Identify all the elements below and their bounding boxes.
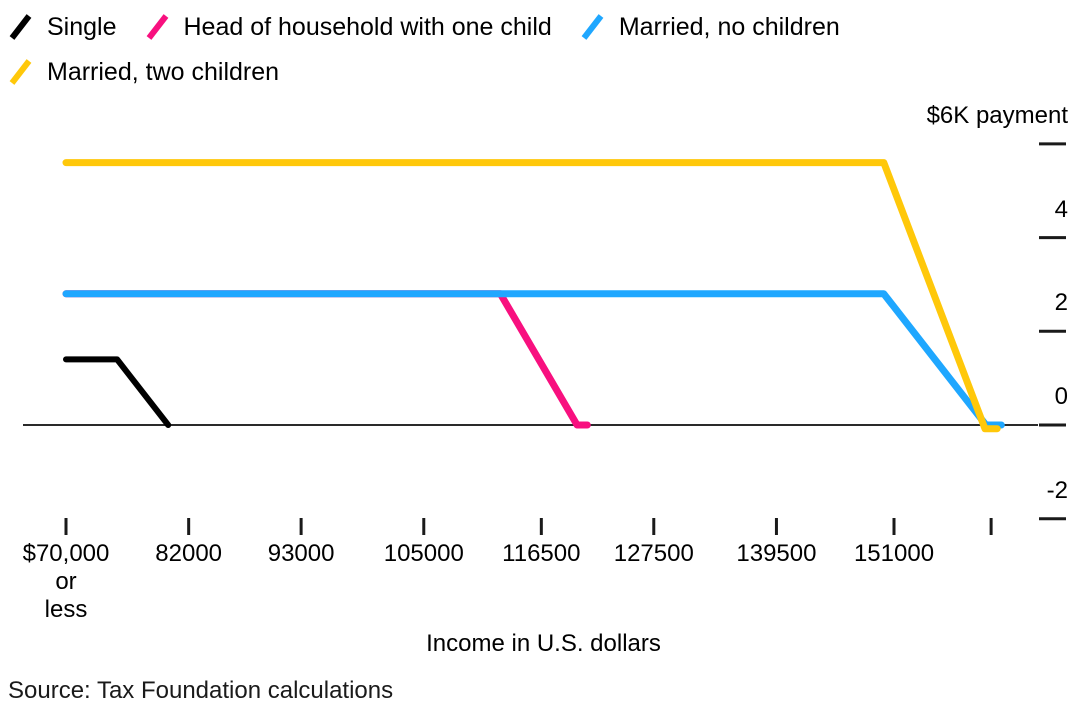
x-tick-label-line: 82000 [155,540,223,567]
legend-item-married-two-children: Married, two children [8,57,279,87]
x-tick-label-line: $70,000 [22,540,110,567]
x-tick-label: $70,000 or less [0,540,136,624]
x-tick-label-line: 139500 [736,540,817,567]
y-tick-label: $6K payment [926,101,1068,129]
x-tick-label-line: less [44,596,88,623]
x-tick-label: 116500 [471,540,611,568]
x-tick-label: 139500 [706,540,846,568]
legend-slash-icon [146,13,168,40]
legend-item-head-of-household-one-child: Head of household with one child [145,12,552,42]
y-tick-label: -2 [1046,476,1068,504]
legend-label: Single [47,12,117,41]
source-note: Source: Tax Foundation calculations [8,677,394,704]
legend-label: Head of household with one child [183,12,552,41]
legend-slash-icon [9,58,32,85]
legend-slash-icon [9,13,32,40]
x-tick-label-line: 93000 [267,540,335,567]
series-line-single [63,356,172,428]
x-tick-label: 127500 [584,540,724,568]
legend-slash-icon [581,13,604,40]
series-line-head-of-household-one-child [62,290,591,429]
legend-label: Married, two children [47,57,280,86]
legend-item-single: Single [8,12,117,42]
legend-row: Single Head of household with one child Ma… [8,4,1078,49]
x-tick-label-line: 151000 [853,540,935,567]
legend: Single Head of household with one child Ma… [8,4,1078,94]
legend-label: Married, no children [618,12,840,41]
y-tick-label: 2 [1054,289,1068,317]
y-tick-label: 0 [1054,383,1068,410]
x-tick-label-line: 105000 [383,540,464,567]
series-line-married-two-children [62,159,1001,433]
x-axis-title: Income in U.S. dollars [426,630,661,657]
x-tick-label: 151000 [824,540,964,568]
series-line-married-no-children [62,290,1005,429]
x-tick-label: 93000 [231,540,371,568]
x-tick-label-line: 127500 [613,540,694,567]
x-tick-label-line: 116500 [502,540,581,567]
x-tick-label: 82000 [119,540,259,568]
x-tick-label-line: or [55,568,77,595]
legend-item-married-no-children: Married, no children [580,12,840,42]
y-tick-label: 4 [1054,195,1068,223]
legend-row: Married, two children [8,49,1078,94]
x-tick-label: 105000 [354,540,494,568]
